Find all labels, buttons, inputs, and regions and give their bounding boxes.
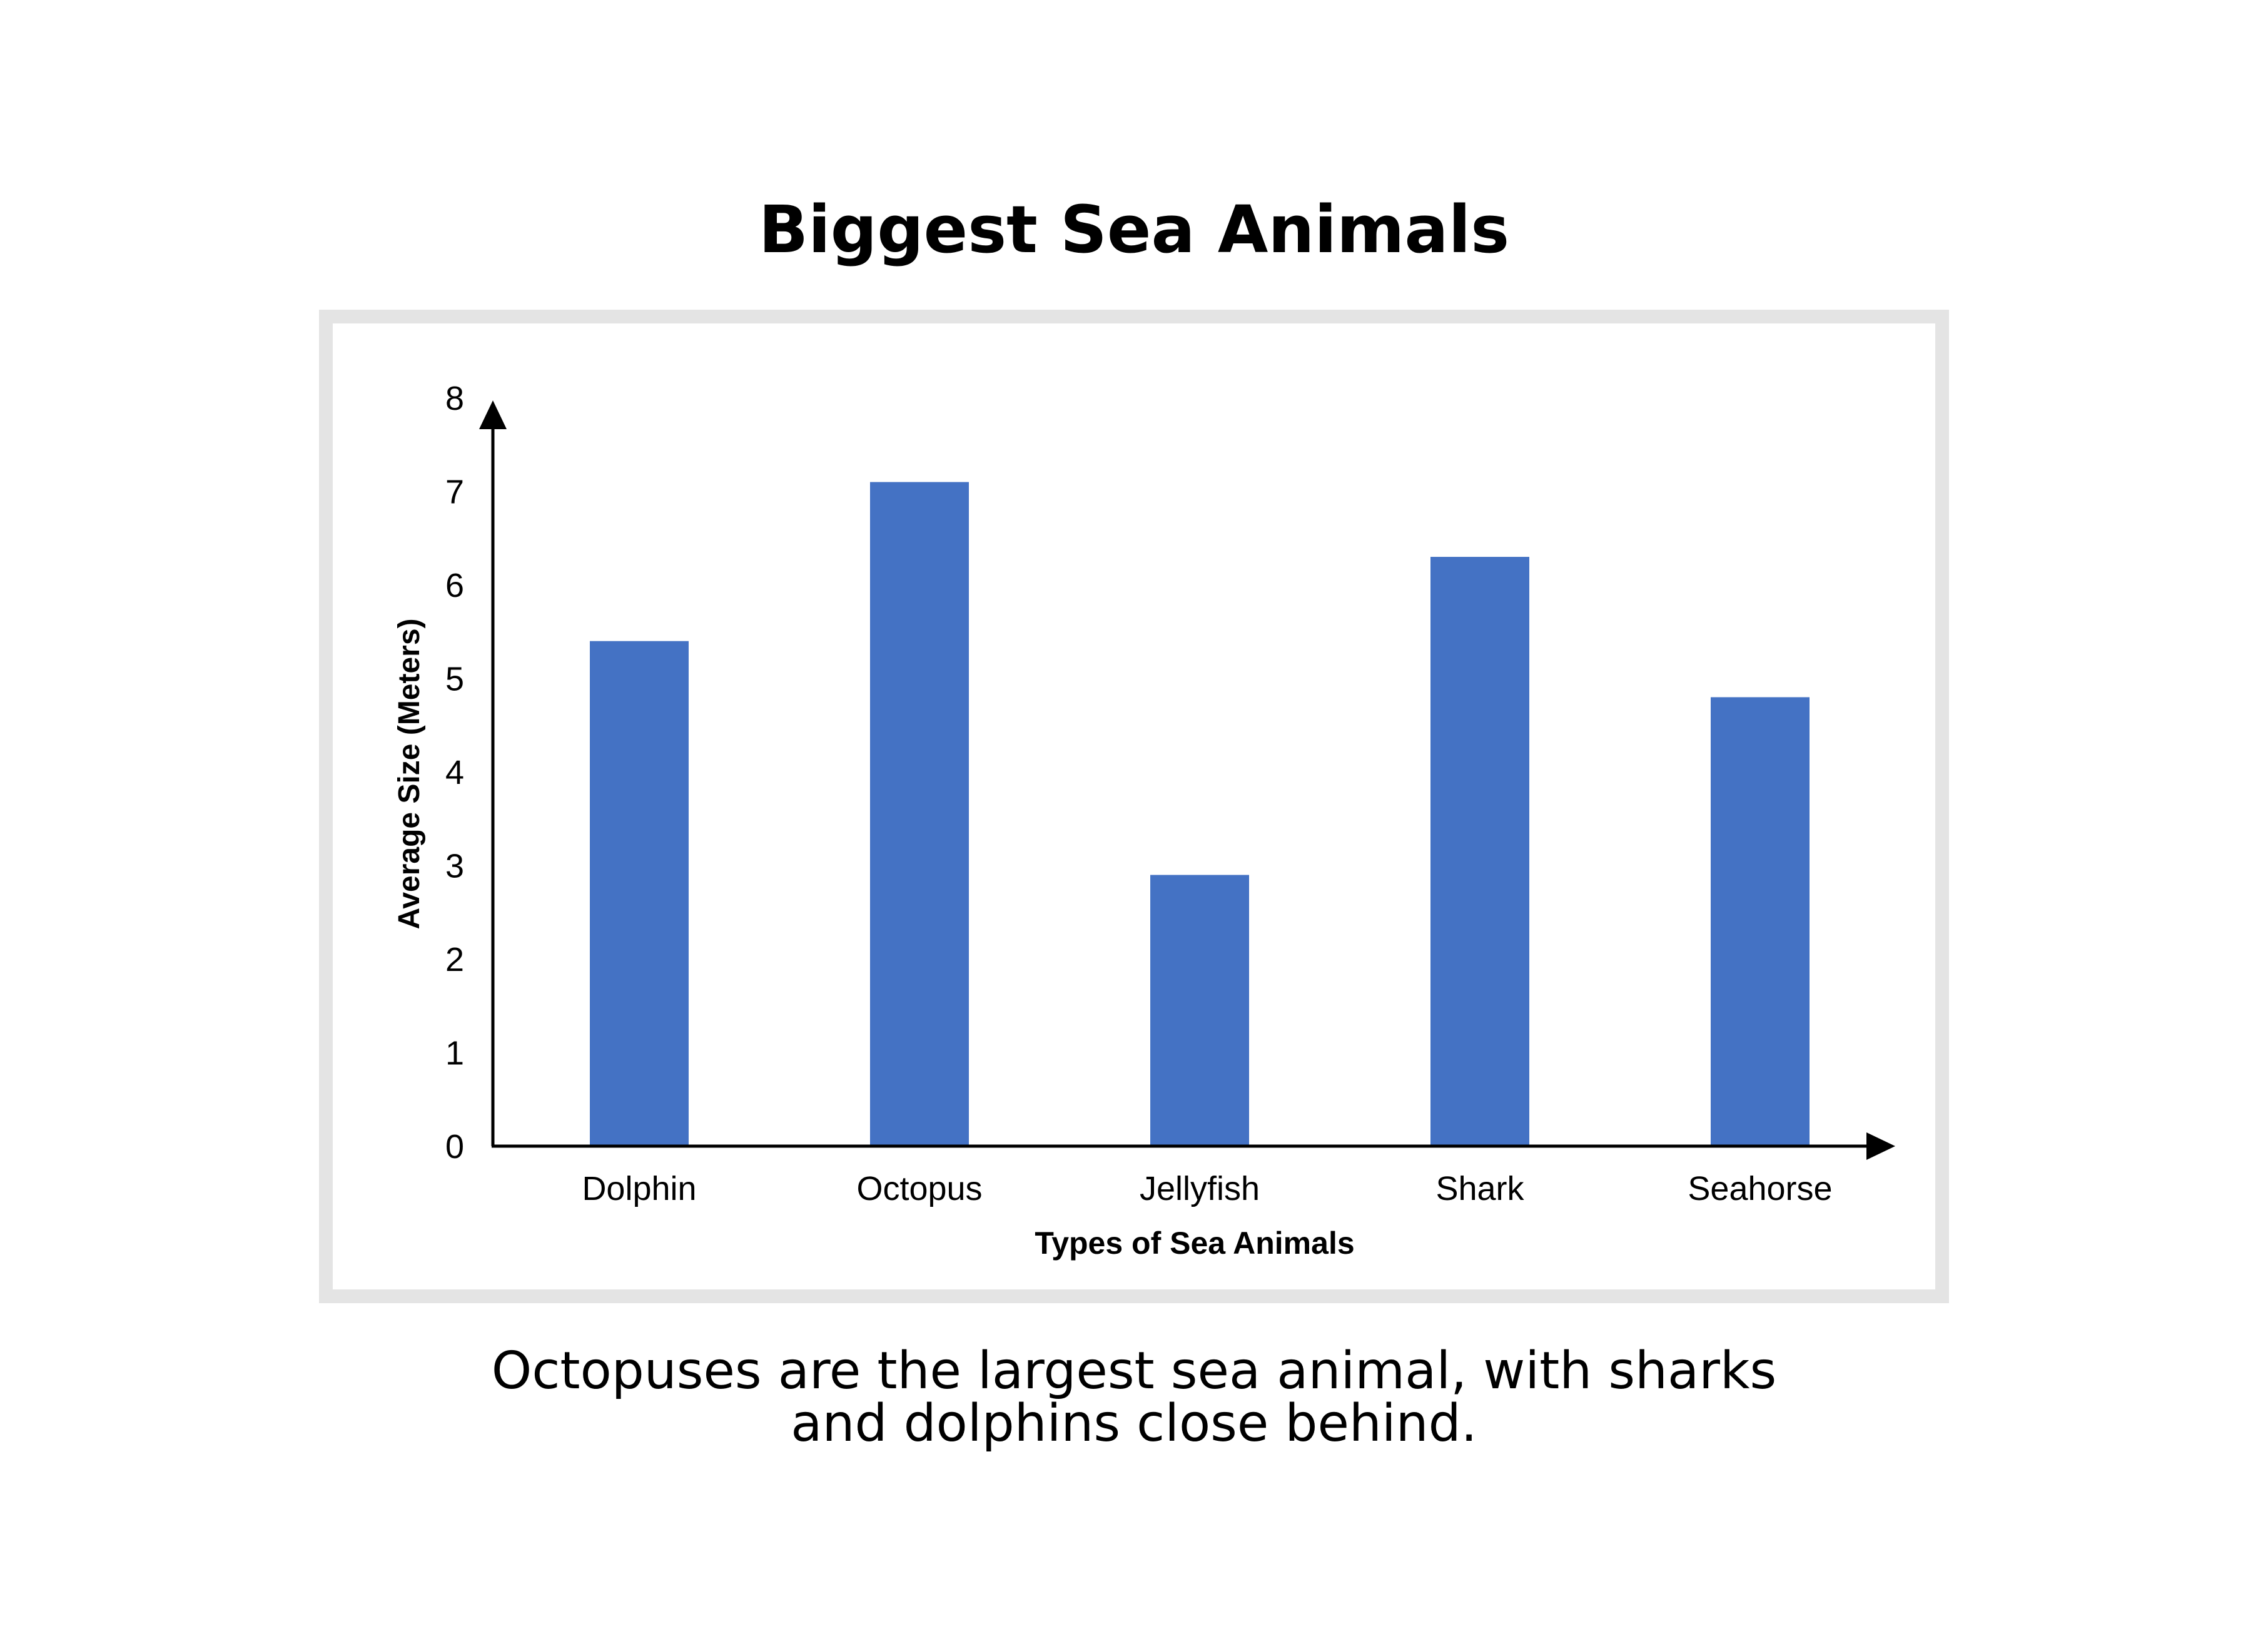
- y-axis-arrow-icon: [479, 400, 507, 429]
- y-tick-label: 4: [445, 754, 464, 791]
- x-tick-label: Dolphin: [582, 1170, 696, 1207]
- caption-line-2: and dolphins close behind.: [791, 1394, 1477, 1454]
- chart-caption: Octopuses are the largest sea animal, wi…: [0, 1341, 2268, 1454]
- y-tick-label: 2: [445, 941, 464, 978]
- y-axis-label: Average Size (Meters): [393, 618, 426, 929]
- x-tick-label: Jellyfish: [1140, 1170, 1260, 1207]
- y-tick-label: 5: [445, 661, 464, 698]
- chart-title: Biggest Sea Animals: [758, 191, 1510, 268]
- caption-line-1: Octopuses are the largest sea animal, wi…: [491, 1341, 1777, 1401]
- x-tick-label: Octopus: [856, 1170, 982, 1207]
- y-tick-label: 3: [445, 848, 464, 885]
- y-tick-label: 1: [445, 1035, 464, 1072]
- y-tick-label: 0: [445, 1128, 464, 1166]
- y-tick-label: 8: [445, 380, 464, 417]
- bar-seahorse: [1711, 697, 1810, 1146]
- y-tick-labels: 0 1 2 3 4 5 6 7 8: [445, 380, 464, 1166]
- bars-group: [590, 482, 1810, 1146]
- y-tick-label: 6: [445, 567, 464, 604]
- axes-group: [479, 400, 1895, 1160]
- x-tick-labels: Dolphin Octopus Jellyfish Shark Seahorse: [582, 1170, 1832, 1207]
- x-axis-arrow-icon: [1866, 1132, 1895, 1160]
- y-tick-label: 7: [445, 474, 464, 511]
- x-tick-label: Seahorse: [1688, 1170, 1832, 1207]
- bar-octopus: [870, 482, 969, 1146]
- bar-shark: [1430, 557, 1529, 1146]
- x-tick-label: Shark: [1435, 1170, 1524, 1207]
- bar-dolphin: [590, 641, 689, 1146]
- bar-jellyfish: [1150, 875, 1249, 1146]
- x-axis-label: Types of Sea Animals: [1035, 1226, 1354, 1261]
